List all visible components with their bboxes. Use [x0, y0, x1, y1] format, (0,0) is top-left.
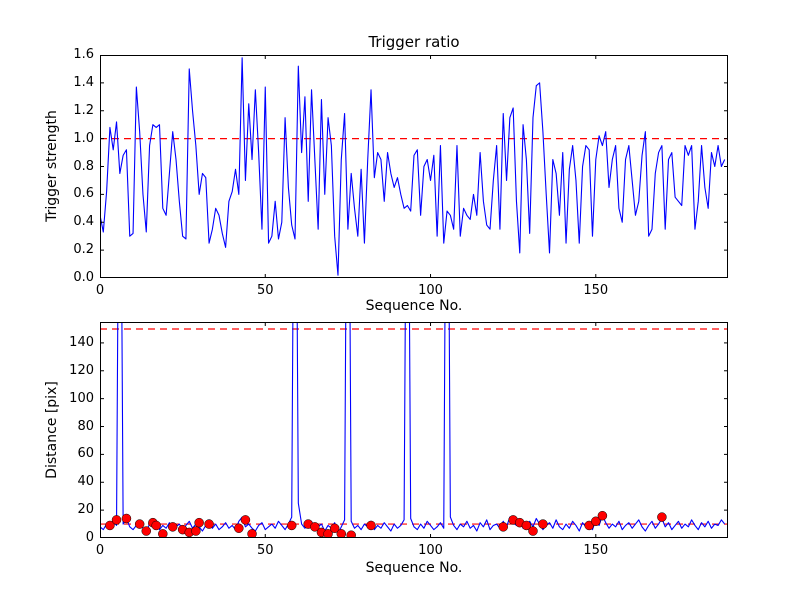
matched-detections-marker — [191, 526, 201, 536]
matched-detections-marker — [134, 519, 145, 529]
matched-detections-marker — [240, 515, 251, 525]
y-tick-label: 1.6 — [73, 47, 94, 62]
matched-detections-marker — [167, 522, 178, 532]
y-tick-label: 0.4 — [73, 214, 94, 230]
y-tick-label: 80 — [77, 418, 94, 434]
x-tick-label: 100 — [418, 543, 443, 558]
matched-detections-marker — [521, 520, 532, 531]
x-tick-label: 0 — [95, 543, 105, 558]
matched-detections-marker — [366, 520, 376, 531]
matched-detections-marker — [204, 519, 214, 529]
bottom-chart-plot-area — [100, 322, 728, 538]
matched-detections-marker — [121, 513, 132, 524]
x-tick-label: 50 — [256, 283, 274, 298]
matched-detections-marker — [528, 526, 538, 536]
y-tick-label: 100 — [69, 390, 94, 406]
x-tick-label: 50 — [256, 543, 274, 558]
x-tick-label: 150 — [583, 543, 609, 558]
y-tick-label: 0 — [85, 530, 94, 545]
matched-detections-marker — [336, 529, 347, 538]
x-tick-label: 100 — [418, 283, 443, 298]
matched-detections-marker — [151, 520, 161, 531]
y-tick-label: 1.0 — [73, 130, 94, 146]
y-tick-label: 20 — [77, 502, 94, 518]
y-tick-label: 140 — [69, 334, 94, 350]
y-tick-label: 0.0 — [73, 270, 94, 285]
y-tick-label: 120 — [69, 362, 94, 378]
top-x-axis-label: Sequence No. — [365, 298, 463, 314]
axes-frame — [100, 55, 728, 278]
chart-title: Trigger ratio — [368, 33, 460, 51]
x-tick-label: 150 — [583, 283, 609, 298]
y-tick-label: 40 — [77, 474, 94, 490]
bottom-x-axis-label: Sequence No. — [365, 560, 463, 576]
matched-detections-marker — [158, 529, 168, 538]
matched-detections-marker — [538, 519, 548, 529]
matched-detections-marker — [329, 523, 340, 533]
distance-line — [100, 322, 726, 535]
matched-detections-marker — [111, 515, 122, 525]
trigger-strength-line — [100, 57, 726, 276]
y-tick-label: 60 — [77, 446, 94, 462]
matched-detections-marker — [194, 517, 204, 528]
matched-detections-marker — [286, 520, 297, 531]
matched-detections-marker — [310, 522, 320, 532]
matched-detections-marker — [657, 512, 667, 522]
y-tick-label: 1.4 — [73, 74, 94, 90]
matched-detections-marker — [141, 526, 152, 536]
y-tick-label: 1.2 — [73, 102, 94, 118]
matched-detections-marker — [234, 523, 244, 533]
axes-frame — [100, 322, 728, 538]
y-tick-label: 0.6 — [73, 186, 94, 202]
matched-detections-marker — [346, 530, 356, 538]
y-tick-label: 0.2 — [73, 242, 94, 258]
matched-detections-marker — [498, 522, 508, 532]
matched-detections-marker — [591, 516, 601, 527]
matched-detections-marker — [247, 529, 257, 538]
x-tick-label: 0 — [95, 283, 105, 298]
matched-detections-marker — [105, 520, 115, 531]
matched-detections-marker — [597, 510, 608, 521]
top-chart-plot-area — [100, 55, 728, 278]
matched-detections-marker — [323, 529, 333, 538]
y-tick-label: 0.8 — [73, 158, 94, 174]
